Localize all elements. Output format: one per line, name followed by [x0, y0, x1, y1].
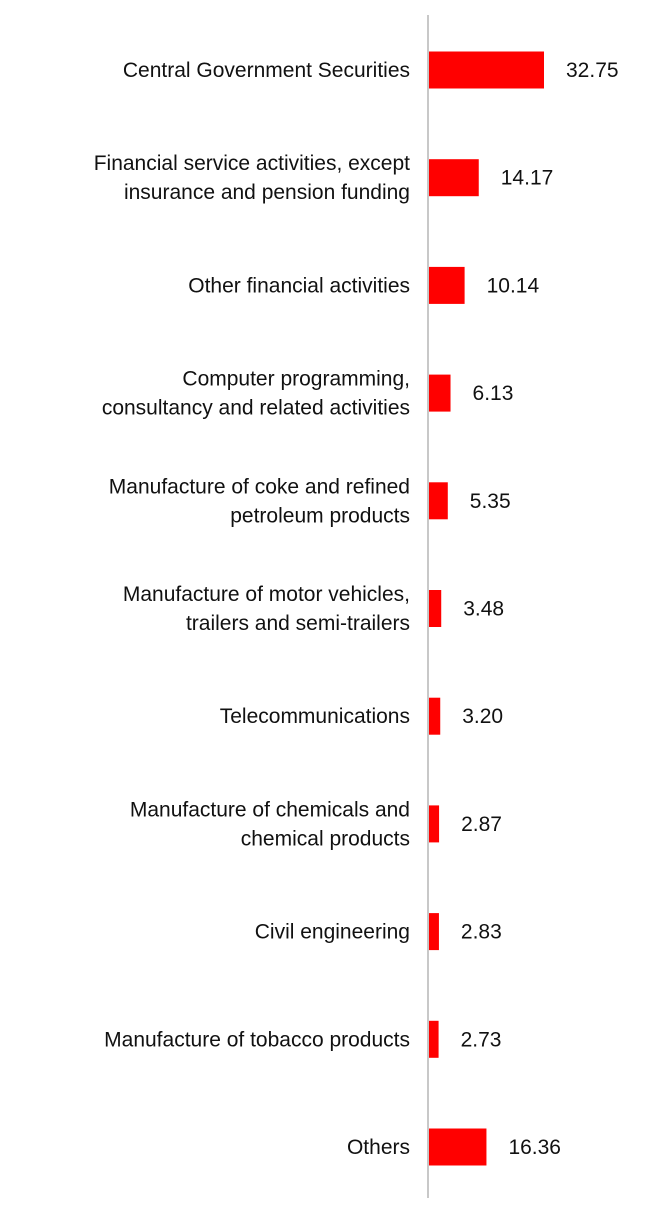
category-label: petroleum products — [230, 504, 410, 527]
value-label: 14.17 — [501, 167, 554, 190]
bar — [429, 805, 440, 843]
value-label: 6.13 — [473, 382, 514, 405]
category-label: consultancy and related activities — [102, 397, 410, 420]
category-label: Central Government Securities — [123, 59, 410, 82]
category-label: Manufacture of motor vehicles, — [123, 583, 410, 606]
category-label: Others — [347, 1136, 410, 1159]
value-label: 16.36 — [508, 1136, 561, 1159]
category-labels-group: Central Government Securities Financial s… — [94, 59, 410, 1159]
bar — [429, 482, 448, 520]
value-labels-group: 32.75 14.17 10.14 6.13 5.35 3.48 3.20 2.87 2.83 2… — [461, 59, 619, 1159]
bar — [429, 51, 544, 89]
bar — [429, 266, 465, 304]
category-label: chemical products — [241, 827, 410, 850]
category-label: Telecommunications — [220, 705, 410, 728]
category-label: Manufacture of coke and refined — [109, 475, 410, 498]
bar — [429, 590, 442, 627]
bars-group — [429, 51, 544, 1166]
value-label: 2.87 — [461, 813, 502, 836]
category-label: trailers and semi-trailers — [186, 612, 410, 635]
category-label: Other financial activities — [188, 274, 410, 297]
bar — [429, 1128, 487, 1166]
category-label: Manufacture of tobacco products — [104, 1028, 410, 1051]
category-label: Manufacture of chemicals and — [130, 798, 410, 821]
value-label: 5.35 — [470, 490, 511, 513]
value-label: 10.14 — [487, 274, 540, 297]
category-label: Financial service activities, except — [94, 152, 410, 175]
category-label: Civil engineering — [255, 921, 410, 944]
bar — [429, 374, 451, 412]
value-label: 32.75 — [566, 59, 619, 82]
bar — [429, 1020, 439, 1058]
value-label: 3.48 — [463, 598, 504, 621]
value-label: 2.83 — [461, 921, 502, 944]
value-label: 2.73 — [461, 1028, 502, 1051]
category-label: insurance and pension funding — [124, 181, 410, 204]
category-label: Computer programming, — [182, 368, 410, 391]
value-label: 3.20 — [462, 705, 503, 728]
bar — [429, 697, 441, 735]
bar — [429, 159, 479, 197]
bar — [429, 913, 439, 951]
